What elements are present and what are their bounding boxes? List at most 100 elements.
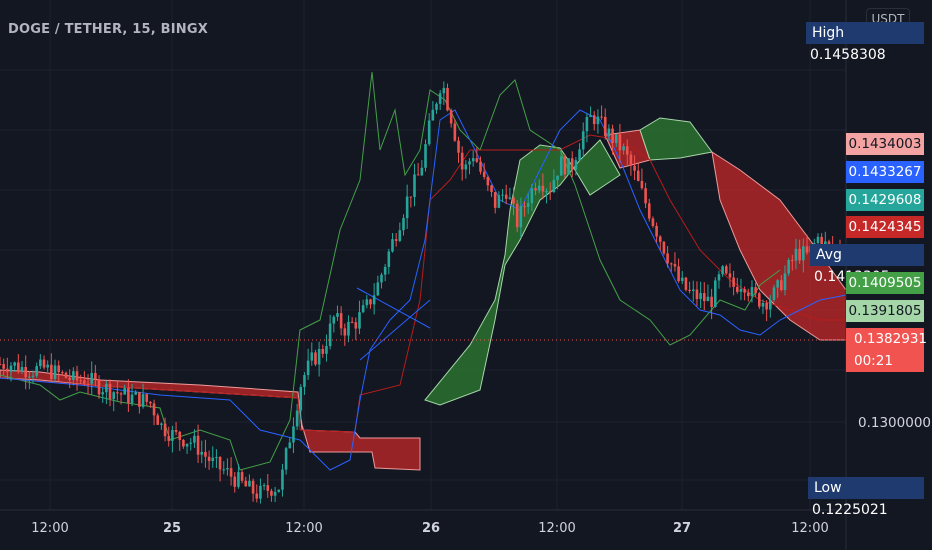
candle xyxy=(31,370,35,384)
candle-body xyxy=(156,415,160,425)
candle xyxy=(112,391,116,412)
price-tag-6: 0.1409505 xyxy=(846,272,924,294)
candle xyxy=(746,288,750,302)
candle-body xyxy=(490,185,493,192)
candle-body xyxy=(138,392,141,407)
candle xyxy=(680,271,684,285)
candle xyxy=(266,474,270,498)
candle-body xyxy=(237,472,240,487)
candle-body xyxy=(383,266,387,275)
candle-body xyxy=(534,188,537,191)
candle xyxy=(185,443,189,454)
candle xyxy=(574,157,578,176)
candle-body xyxy=(68,377,71,380)
candle xyxy=(317,341,321,377)
candle-body xyxy=(636,170,640,181)
candle xyxy=(702,282,706,311)
candle-body xyxy=(108,383,112,399)
candle xyxy=(123,384,127,395)
candle xyxy=(596,109,600,134)
candle xyxy=(669,262,673,272)
candle-body xyxy=(42,359,46,368)
candle xyxy=(468,158,471,175)
candle xyxy=(802,238,805,273)
candle xyxy=(178,430,182,451)
high-value: 0.1458308 xyxy=(810,47,886,63)
candle xyxy=(119,391,123,405)
candle-body xyxy=(233,476,237,487)
candle xyxy=(97,375,101,399)
candle-body xyxy=(563,156,567,175)
candle-body xyxy=(457,140,460,153)
candle-body xyxy=(651,218,655,226)
candle xyxy=(409,196,413,208)
candle-body xyxy=(772,287,776,300)
candle xyxy=(116,381,119,401)
candle-body xyxy=(182,439,185,447)
candle xyxy=(61,370,64,376)
candle-body xyxy=(625,146,629,155)
candle-body xyxy=(420,167,424,176)
candle xyxy=(207,450,211,470)
price-tag-2: 0.1433267 xyxy=(846,161,924,183)
candle-body xyxy=(776,280,779,288)
low-label: Low xyxy=(814,480,842,496)
candle-body xyxy=(464,164,468,170)
candle-body xyxy=(691,289,695,291)
candle-body xyxy=(178,431,182,440)
candle xyxy=(735,277,739,294)
candle-body xyxy=(409,196,413,198)
candle xyxy=(713,277,717,308)
avg-label: Avg xyxy=(816,247,842,263)
candle-body xyxy=(17,362,20,372)
candle xyxy=(611,124,614,155)
candle-body xyxy=(72,371,75,380)
candle-body xyxy=(769,299,772,310)
candle xyxy=(20,360,24,374)
candle-body xyxy=(215,457,218,459)
candle-body xyxy=(666,253,669,264)
candle xyxy=(787,257,790,276)
candle xyxy=(644,182,647,209)
candle-body xyxy=(482,171,486,177)
candle-body xyxy=(589,115,592,117)
candle-body xyxy=(702,293,706,302)
candle-body xyxy=(743,288,746,293)
candle xyxy=(413,163,416,207)
candle-body xyxy=(292,426,295,443)
candle xyxy=(515,199,519,233)
candle xyxy=(706,284,710,302)
candle xyxy=(405,184,409,229)
candle-body xyxy=(35,366,38,376)
candle-body xyxy=(688,289,691,291)
candle xyxy=(592,111,596,131)
candle xyxy=(398,222,402,243)
candle xyxy=(233,472,237,493)
candle xyxy=(240,469,244,484)
candle xyxy=(724,264,728,275)
price-candles xyxy=(0,81,842,504)
candle-body xyxy=(347,321,350,336)
candle-body xyxy=(780,280,783,291)
candle-body xyxy=(79,380,82,382)
candle-body xyxy=(699,293,702,300)
candle-body xyxy=(508,197,512,199)
candle xyxy=(138,391,141,414)
candle-body xyxy=(134,392,138,395)
candle xyxy=(281,463,284,497)
candle-body xyxy=(486,176,490,186)
candle xyxy=(167,426,171,447)
candle xyxy=(215,449,218,468)
candle xyxy=(523,201,526,217)
candle-body xyxy=(310,352,314,361)
candle xyxy=(791,254,794,271)
candle xyxy=(251,478,255,502)
candle-body xyxy=(592,115,596,125)
candle xyxy=(204,439,207,468)
time-tick-label: 26 xyxy=(422,521,440,536)
candle xyxy=(182,439,185,449)
candle xyxy=(193,429,196,448)
candle-body xyxy=(710,296,713,307)
candle xyxy=(328,314,332,350)
